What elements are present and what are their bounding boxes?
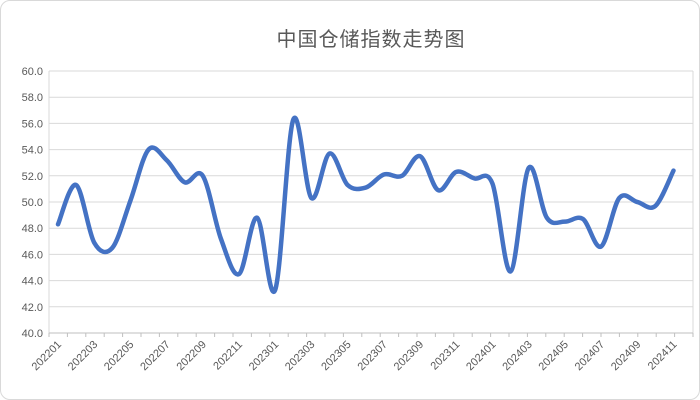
- svg-text:42.0: 42.0: [22, 302, 43, 314]
- svg-text:202405: 202405: [537, 339, 571, 373]
- svg-text:202303: 202303: [283, 339, 317, 373]
- svg-text:202409: 202409: [609, 339, 643, 373]
- svg-text:44.0: 44.0: [22, 276, 43, 288]
- svg-text:202301: 202301: [247, 339, 281, 373]
- y-axis-labels: 60.0 58.0 56.0 54.0 52.0 50.0 48.0 46.0 44.0 42.0…: [22, 66, 43, 340]
- svg-text:202411: 202411: [646, 339, 680, 373]
- svg-text:46.0: 46.0: [22, 249, 43, 261]
- svg-text:202205: 202205: [102, 339, 136, 373]
- svg-text:202305: 202305: [319, 339, 353, 373]
- svg-text:52.0: 52.0: [22, 171, 43, 183]
- index-series-line: [55, 115, 676, 295]
- svg-text:60.0: 60.0: [22, 66, 43, 78]
- svg-text:202403: 202403: [500, 339, 534, 373]
- svg-text:50.0: 50.0: [22, 197, 43, 209]
- svg-text:202201: 202201: [30, 339, 64, 373]
- plot-borders: [48, 71, 694, 333]
- svg-text:202207: 202207: [138, 339, 172, 373]
- svg-text:58.0: 58.0: [22, 92, 43, 104]
- svg-text:40.0: 40.0: [22, 328, 43, 340]
- svg-text:202209: 202209: [174, 339, 208, 373]
- svg-text:56.0: 56.0: [22, 118, 43, 130]
- gridlines: [49, 70, 693, 334]
- chart-title: 中国仓储指数走势图: [276, 29, 466, 51]
- svg-text:48.0: 48.0: [22, 223, 43, 235]
- svg-text:202211: 202211: [211, 339, 245, 373]
- svg-text:54.0: 54.0: [22, 145, 43, 157]
- svg-text:202309: 202309: [392, 339, 426, 373]
- svg-text:202307: 202307: [356, 339, 390, 373]
- svg-text:202203: 202203: [66, 339, 100, 373]
- x-axis: [48, 332, 694, 337]
- x-axis-labels: 202201 202203 202205 202207 202209 202211 2023…: [30, 339, 680, 373]
- svg-text:202401: 202401: [464, 339, 498, 373]
- svg-text:202407: 202407: [573, 339, 607, 373]
- svg-text:202311: 202311: [429, 339, 463, 373]
